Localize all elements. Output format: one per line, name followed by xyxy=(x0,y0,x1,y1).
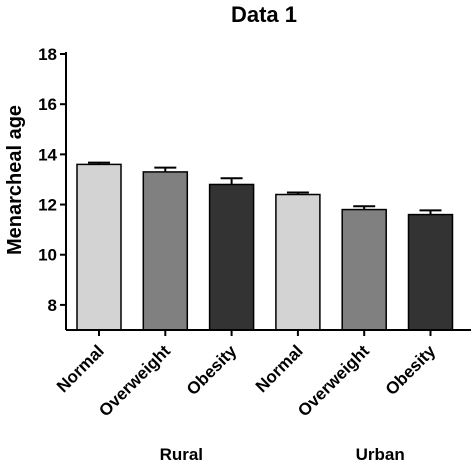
group-label: Rural xyxy=(160,445,203,464)
group-label: Urban xyxy=(356,445,405,464)
group-labels-layer: Rural Urban xyxy=(160,445,405,464)
bars-layer xyxy=(76,163,454,331)
x-tick-label: Obesity xyxy=(183,341,241,399)
bar xyxy=(275,193,321,331)
x-tick-label: Obesity xyxy=(382,341,440,399)
bar xyxy=(76,163,122,331)
x-tick-label: Normal xyxy=(252,341,307,396)
y-ticks-layer: 8 10 12 14 16 18 xyxy=(38,45,66,315)
bar xyxy=(208,183,255,331)
y-tick-label: 8 xyxy=(48,296,57,315)
x-tick-label: Overweight xyxy=(294,341,373,420)
y-axis-label: Menarcheal age xyxy=(4,105,26,255)
chart-title: Data 1 xyxy=(231,2,297,27)
axes-layer xyxy=(65,52,471,331)
bar xyxy=(142,171,189,331)
error-bars-layer xyxy=(88,161,442,215)
y-tick-label: 14 xyxy=(38,145,57,164)
x-tick-label: Normal xyxy=(53,341,108,396)
y-tick-label: 16 xyxy=(38,95,57,114)
y-tick-label: 10 xyxy=(38,246,57,265)
y-tick-label: 12 xyxy=(38,196,57,215)
y-tick-label: 18 xyxy=(38,45,57,64)
bar xyxy=(407,213,454,331)
bar xyxy=(341,208,387,331)
x-tick-label: Overweight xyxy=(95,341,174,420)
